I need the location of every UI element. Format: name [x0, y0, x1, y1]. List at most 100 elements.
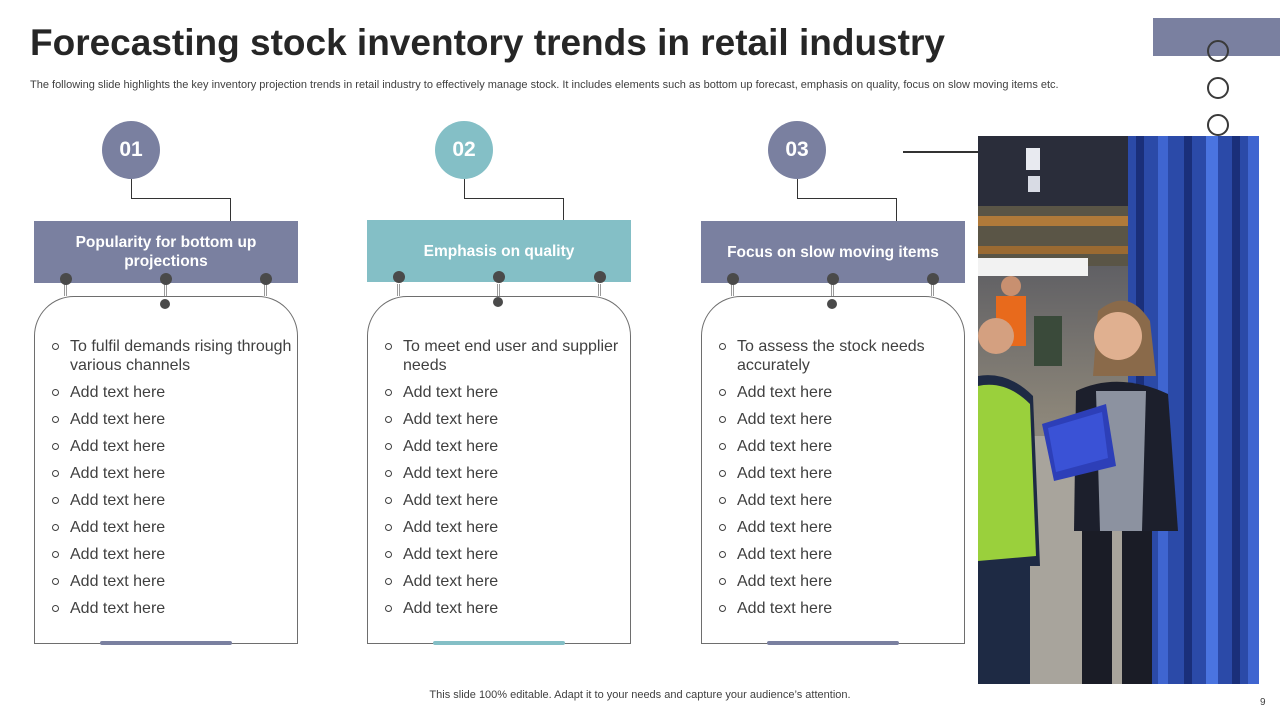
pin-icon: [594, 271, 606, 283]
connector-line: [797, 179, 798, 199]
circle-icon: [1207, 77, 1229, 99]
ring-binder-wire: [264, 284, 267, 296]
circle-icon: [1207, 40, 1229, 62]
ring-binder-wire: [831, 284, 834, 296]
bullet-icon: [719, 551, 726, 558]
bullet-icon: [719, 605, 726, 612]
step-number-badge: 02: [435, 121, 493, 179]
column-heading: Popularity for bottom up projections: [34, 221, 298, 283]
step-number-badge: 03: [768, 121, 826, 179]
connector-line: [131, 198, 231, 199]
list-item: Add text here: [35, 518, 297, 537]
connector-line: [464, 179, 465, 199]
list-item: Add text here: [368, 383, 630, 402]
bullet-icon: [385, 343, 392, 350]
list-item: Add text here: [368, 410, 630, 429]
list-item: Add text here: [35, 437, 297, 456]
bullet-icon: [719, 416, 726, 423]
list-item: Add text here: [702, 491, 964, 510]
card-bottom-bar: [100, 641, 232, 645]
bullet-icon: [385, 605, 392, 612]
bullet-icon: [52, 551, 59, 558]
list-item: Add text here: [702, 464, 964, 483]
ring-binder-wire: [64, 284, 67, 296]
bullet-icon: [385, 389, 392, 396]
list-item: Add text here: [35, 383, 297, 402]
bullet-list: To fulfil demands rising through various…: [35, 337, 297, 618]
connector-line: [464, 198, 564, 199]
list-item: Add text here: [702, 437, 964, 456]
list-item: Add text here: [368, 491, 630, 510]
list-item: Add text here: [35, 572, 297, 591]
list-item: Add text here: [35, 599, 297, 618]
list-item: Add text here: [702, 383, 964, 402]
pin-icon: [160, 273, 172, 285]
ring-binder-wire: [164, 284, 167, 296]
list-item: Add text here: [702, 572, 964, 591]
warehouse-photo: [978, 136, 1259, 684]
page-number: 9: [1260, 697, 1266, 708]
pin-icon: [160, 299, 170, 309]
card-bottom-bar: [433, 641, 565, 645]
ring-binder-wire: [397, 284, 400, 296]
list-item: Add text here: [702, 410, 964, 429]
list-item: Add text here: [368, 518, 630, 537]
pin-icon: [827, 273, 839, 285]
bullet-icon: [52, 497, 59, 504]
bullet-icon: [52, 443, 59, 450]
connector-line: [563, 198, 564, 220]
list-item: Add text here: [368, 572, 630, 591]
pin-icon: [727, 273, 739, 285]
bullet-icon: [719, 497, 726, 504]
connector-line: [230, 198, 231, 221]
bullet-icon: [52, 389, 59, 396]
bullet-icon: [719, 524, 726, 531]
circle-icon: [1207, 114, 1229, 136]
pin-icon: [493, 297, 503, 307]
connector-line: [131, 179, 132, 199]
list-item: Add text here: [368, 545, 630, 564]
bullet-icon: [385, 578, 392, 585]
step-number-badge: 01: [102, 121, 160, 179]
bullet-icon: [385, 551, 392, 558]
pin-icon: [927, 273, 939, 285]
pin-icon: [393, 271, 405, 283]
content-card: To assess the stock needs accurately Add…: [701, 296, 965, 644]
ring-binder-wire: [731, 284, 734, 296]
photo-connector-line: [903, 151, 978, 153]
bullet-icon: [52, 343, 59, 350]
slide-title: Forecasting stock inventory trends in re…: [30, 22, 945, 63]
card-bottom-bar: [767, 641, 899, 645]
list-item: To fulfil demands rising through various…: [35, 337, 297, 375]
bullet-icon: [52, 416, 59, 423]
bullet-icon: [719, 578, 726, 585]
bullet-icon: [52, 524, 59, 531]
slide-footer: This slide 100% editable. Adapt it to yo…: [429, 689, 851, 701]
pin-icon: [493, 271, 505, 283]
slide-subtitle: The following slide highlights the key i…: [30, 79, 1059, 91]
bullet-icon: [52, 605, 59, 612]
list-item: Add text here: [35, 464, 297, 483]
bullet-icon: [385, 416, 392, 423]
pin-icon: [60, 273, 72, 285]
list-item: Add text here: [702, 545, 964, 564]
list-item: Add text here: [368, 437, 630, 456]
pin-icon: [260, 273, 272, 285]
bullet-icon: [719, 443, 726, 450]
list-item: Add text here: [35, 410, 297, 429]
bullet-icon: [719, 389, 726, 396]
list-item: To assess the stock needs accurately: [702, 337, 964, 375]
bullet-icon: [52, 470, 59, 477]
ring-binder-wire: [931, 284, 934, 296]
list-item: Add text here: [702, 518, 964, 537]
content-card: To fulfil demands rising through various…: [34, 296, 298, 644]
content-card: To meet end user and supplier needs Add …: [367, 296, 631, 644]
connector-line: [896, 198, 897, 221]
bullet-icon: [719, 343, 726, 350]
list-item: Add text here: [368, 599, 630, 618]
list-item: To meet end user and supplier needs: [368, 337, 630, 375]
column-heading: Focus on slow moving items: [701, 221, 965, 283]
bullet-list: To meet end user and supplier needs Add …: [368, 337, 630, 618]
pin-icon: [827, 299, 837, 309]
bullet-icon: [385, 443, 392, 450]
